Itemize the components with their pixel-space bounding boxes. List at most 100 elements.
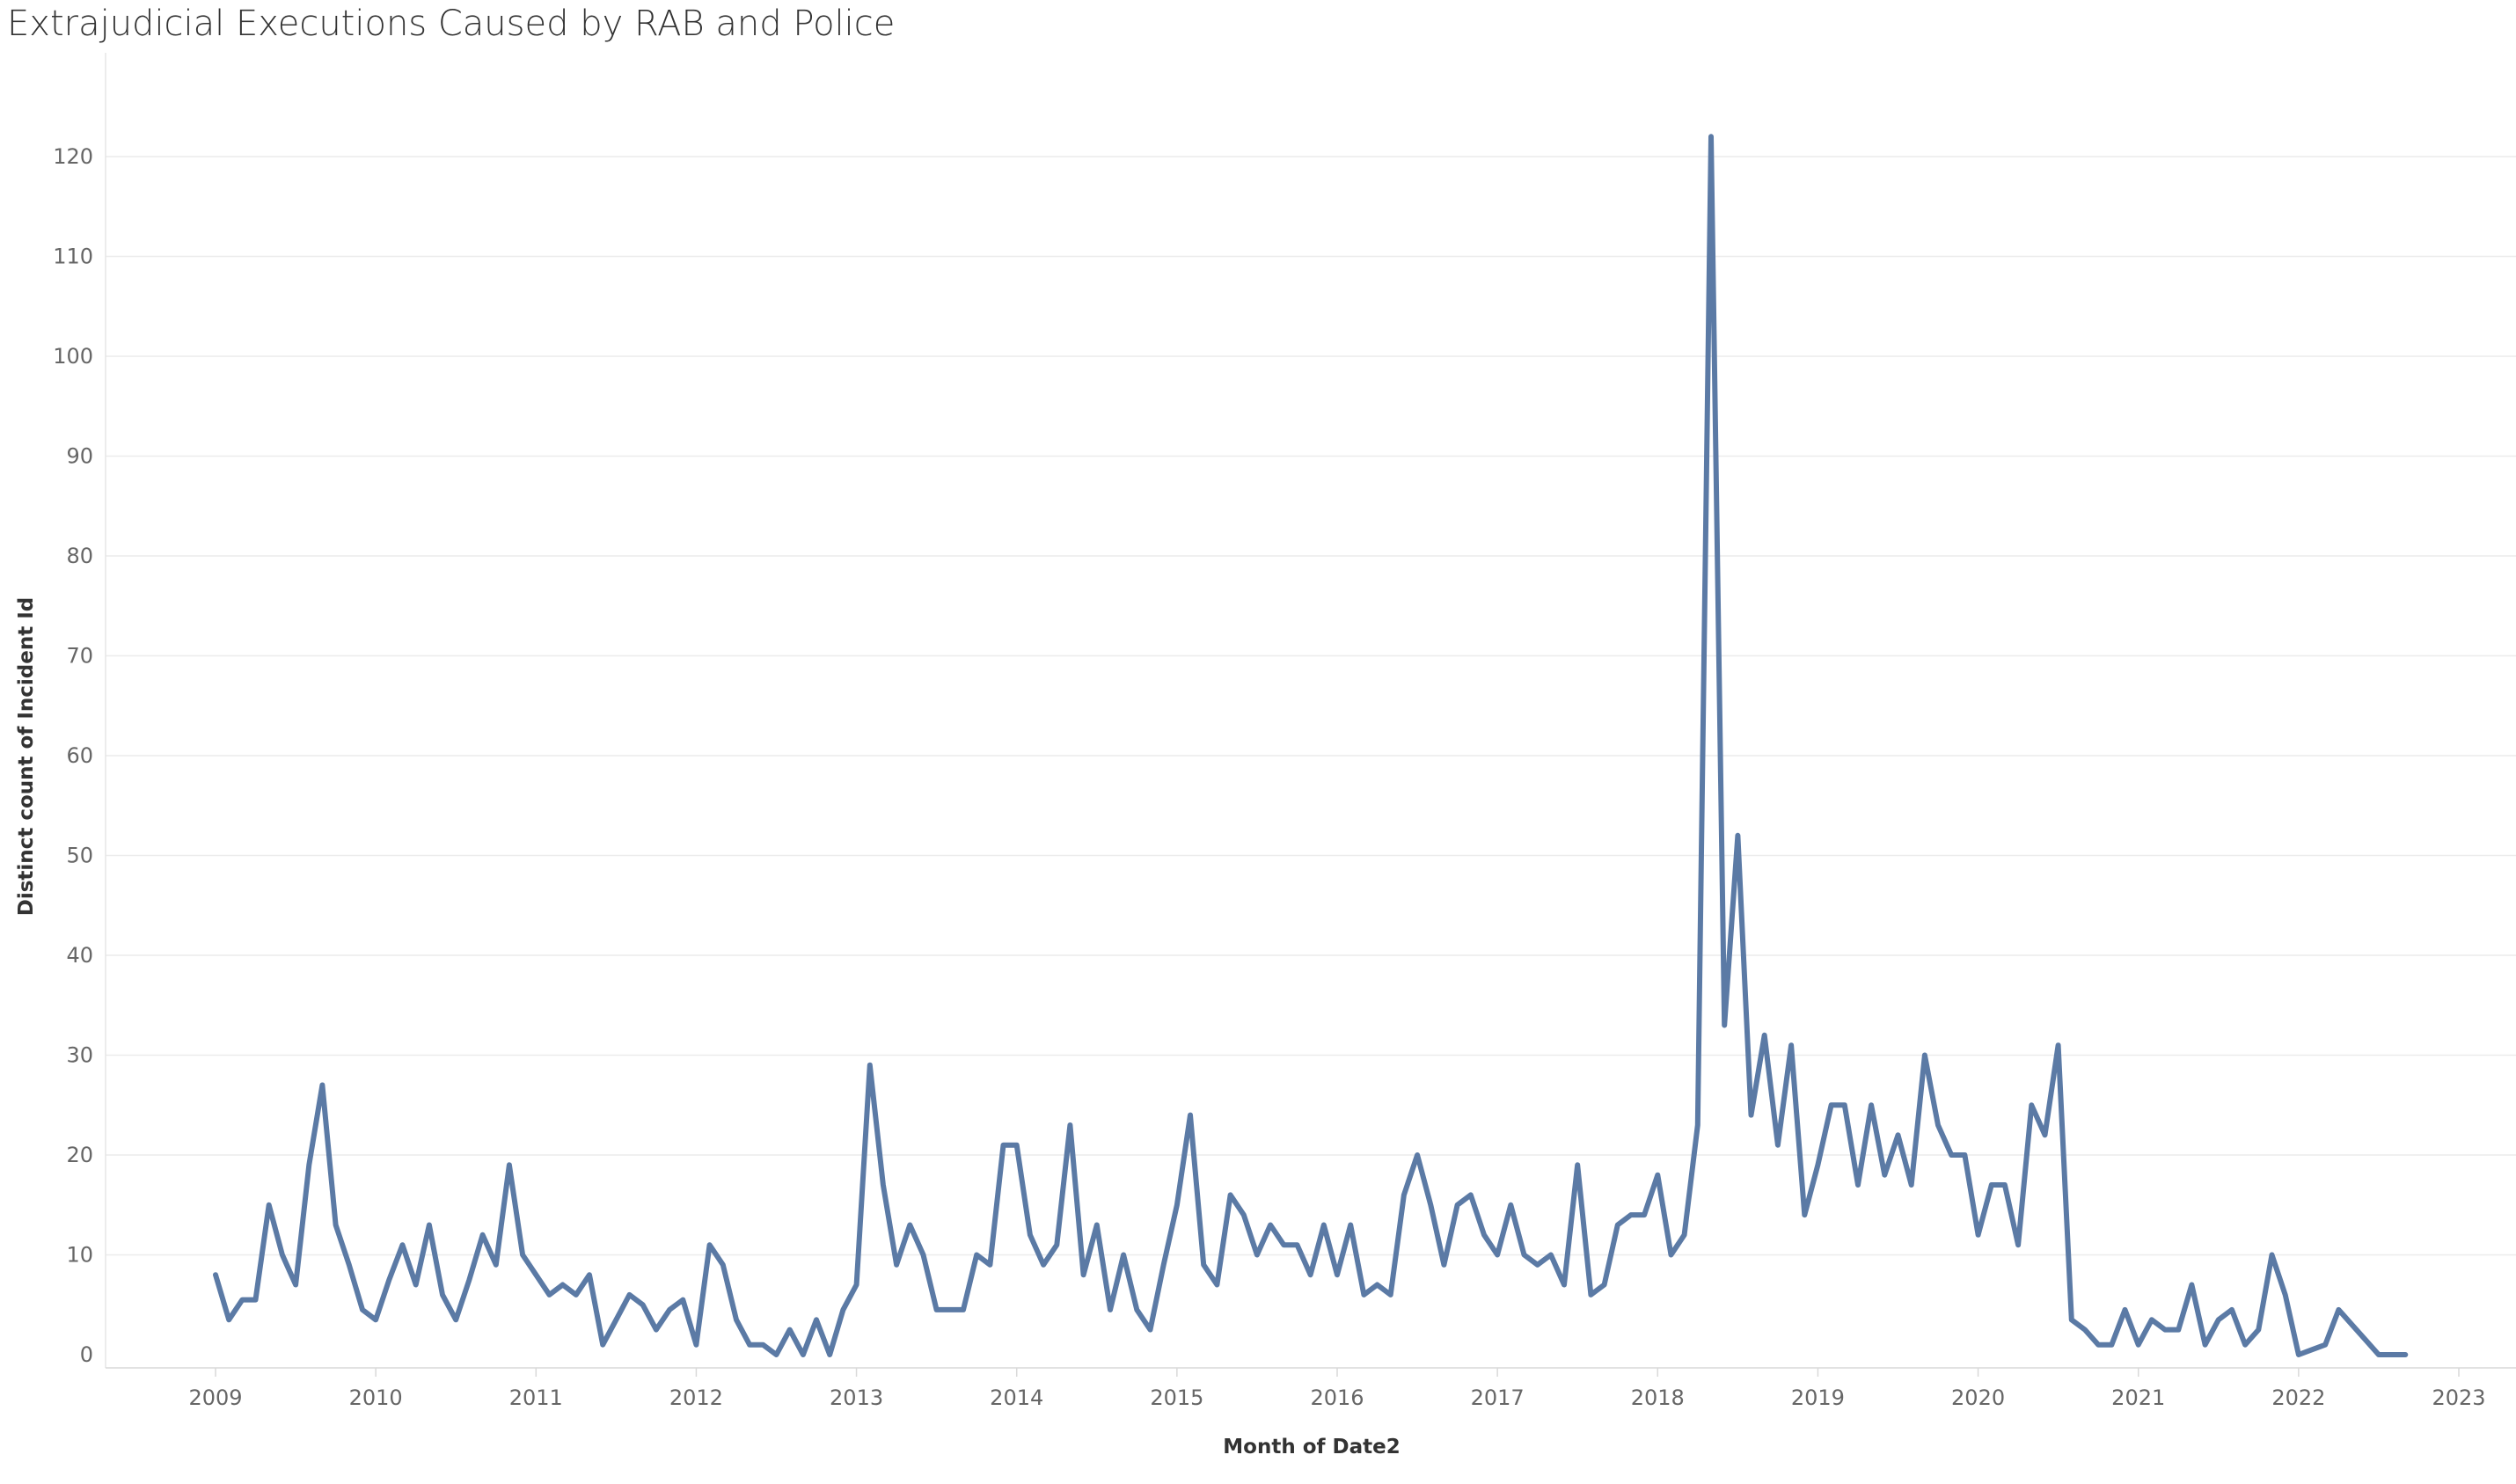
data-point [2056, 1042, 2061, 1048]
data-point [974, 1253, 979, 1258]
data-point [1188, 1113, 1193, 1118]
y-tick-label: 0 [80, 1342, 93, 1367]
data-point [1882, 1173, 1887, 1178]
x-tick-label: 2021 [2111, 1385, 2165, 1410]
x-tick-label: 2010 [349, 1385, 403, 1410]
data-point [2015, 1242, 2021, 1247]
x-tick-label: 2022 [2271, 1385, 2325, 1410]
data-point [1869, 1102, 1874, 1108]
data-point [734, 1317, 739, 1322]
data-point [1001, 1143, 1006, 1148]
data-point [1428, 1203, 1433, 1208]
data-point [693, 1342, 698, 1348]
data-point [253, 1298, 259, 1303]
x-tick-label: 2019 [1791, 1385, 1845, 1410]
data-point [1375, 1283, 1380, 1288]
data-point [2149, 1317, 2154, 1322]
y-tick-label: 60 [66, 743, 93, 768]
data-point [1014, 1143, 1020, 1148]
data-point [1522, 1253, 1527, 1258]
data-point [2296, 1352, 2301, 1357]
x-tick-label: 2014 [990, 1385, 1043, 1410]
data-point [507, 1162, 512, 1167]
data-point [2229, 1307, 2234, 1312]
data-point [2189, 1283, 2194, 1288]
data-point [934, 1307, 940, 1312]
data-point [1642, 1212, 1647, 1217]
data-point [2082, 1327, 2088, 1333]
data-point [1241, 1212, 1247, 1217]
data-point [1695, 1122, 1700, 1128]
data-point [1775, 1143, 1781, 1148]
data-point [1028, 1232, 1033, 1238]
data-point [1896, 1132, 1901, 1137]
data-point [427, 1223, 432, 1228]
data-point [2283, 1292, 2288, 1298]
data-point [2136, 1342, 2141, 1348]
data-point [466, 1277, 472, 1283]
y-tick-label: 20 [66, 1143, 93, 1167]
data-point [627, 1292, 633, 1298]
data-point [961, 1307, 966, 1312]
data-point [2123, 1307, 2128, 1312]
data-point [1909, 1182, 1914, 1188]
data-point [373, 1317, 378, 1322]
data-point [1922, 1053, 1927, 1058]
data-point [1508, 1203, 1513, 1208]
data-point [587, 1272, 592, 1277]
data-point [306, 1162, 311, 1167]
x-tick-label: 2013 [830, 1385, 883, 1410]
data-point [2336, 1307, 2341, 1312]
data-point [640, 1302, 646, 1307]
data-point [1802, 1212, 1807, 1217]
data-point [1749, 1113, 1754, 1118]
data-point [1455, 1203, 1460, 1208]
data-point [2069, 1317, 2074, 1322]
data-point [1722, 1023, 1727, 1028]
data-point [1468, 1192, 1474, 1197]
data-point [1735, 833, 1740, 838]
data-point [840, 1307, 845, 1312]
data-point [1935, 1122, 1941, 1128]
data-point [600, 1342, 605, 1348]
data-point [1348, 1223, 1353, 1228]
data-point [267, 1203, 272, 1208]
data-point [1054, 1242, 1059, 1247]
data-point [1254, 1253, 1260, 1258]
data-point [1161, 1262, 1167, 1268]
x-tick-label: 2023 [2432, 1385, 2485, 1410]
data-point [1041, 1262, 1046, 1268]
data-point [867, 1063, 873, 1068]
data-point [1602, 1283, 1607, 1288]
data-point [1201, 1262, 1206, 1268]
data-point [1121, 1253, 1126, 1258]
data-point [1855, 1182, 1861, 1188]
x-tick-label: 2017 [1471, 1385, 1525, 1410]
data-point [547, 1292, 552, 1298]
data-point [1669, 1253, 1674, 1258]
data-point [801, 1352, 806, 1357]
data-point [907, 1223, 912, 1228]
y-tick-label: 100 [53, 344, 93, 369]
data-point [533, 1272, 538, 1277]
data-point [213, 1272, 218, 1277]
x-tick-label: 2011 [509, 1385, 563, 1410]
data-point [520, 1253, 525, 1258]
y-tick-label: 120 [53, 144, 93, 169]
data-point [2043, 1132, 2048, 1137]
data-point [347, 1262, 352, 1268]
data-point [2309, 1347, 2315, 1352]
y-tick-label: 50 [66, 844, 93, 868]
data-point [1335, 1272, 1340, 1277]
y-tick-label: 90 [66, 444, 93, 469]
data-point [280, 1253, 285, 1258]
data-point [1548, 1253, 1554, 1258]
data-point [2203, 1342, 2208, 1348]
data-point [2002, 1182, 2008, 1188]
data-point [774, 1352, 779, 1357]
series-line [213, 134, 2409, 1357]
data-point [2176, 1327, 2181, 1333]
series-layer [213, 134, 2409, 1357]
y-tick-label: 30 [66, 1043, 93, 1068]
